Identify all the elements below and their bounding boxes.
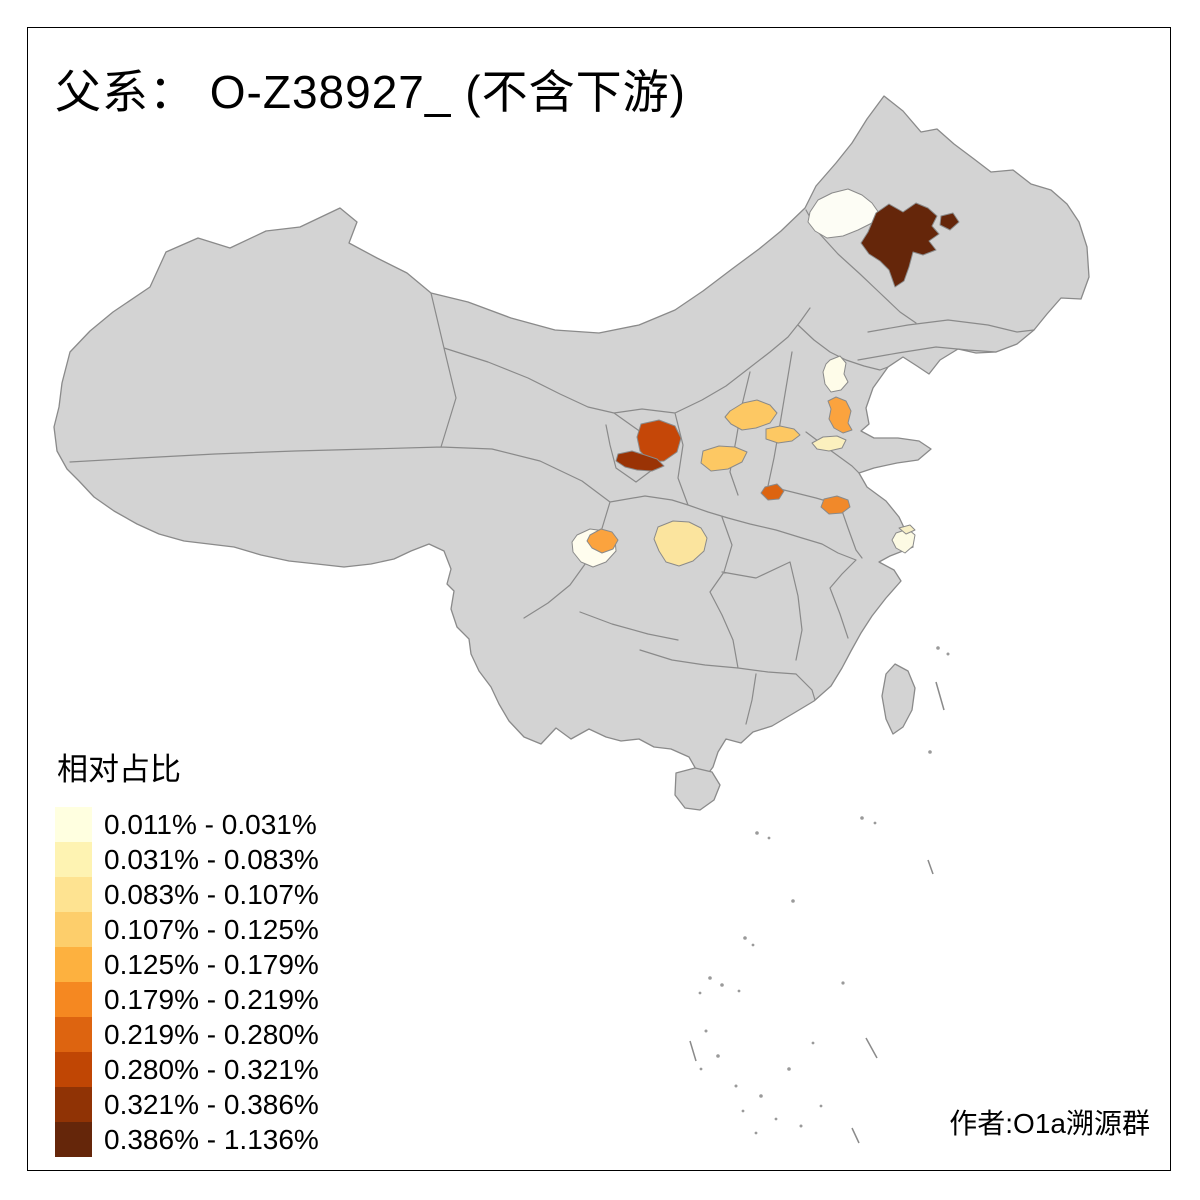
- legend-rows: 0.011% - 0.031% 0.031% - 0.083% 0.083% - 0…: [55, 807, 415, 1157]
- legend-label: 0.107% - 0.125%: [104, 913, 319, 945]
- legend-swatch-7: [55, 1052, 92, 1087]
- region-ningxia-north: [636, 419, 682, 463]
- legend-label: 0.386% - 1.136%: [104, 1123, 319, 1155]
- legend-row: 0.083% - 0.107%: [55, 877, 415, 912]
- province-borders: [69, 209, 1035, 725]
- province-border-lines: [69, 209, 1035, 725]
- region-jiangsu-south-2: [898, 524, 916, 535]
- region-ningxia-south: [615, 450, 665, 472]
- region-chengdu: [586, 528, 619, 554]
- legend-label: 0.321% - 0.386%: [104, 1088, 319, 1120]
- region-tianjin: [827, 396, 853, 434]
- legend: 相对占比 0.011% - 0.031% 0.031% - 0.083% 0.083…: [55, 744, 415, 1157]
- page-title: 父系： O-Z38927_ (不含下游): [55, 66, 686, 118]
- legend-swatch-3: [55, 912, 92, 947]
- legend-row: 0.125% - 0.179%: [55, 947, 415, 982]
- region-shanxi-east: [765, 425, 801, 444]
- legend-swatch-8: [55, 1087, 92, 1122]
- legend-label: 0.031% - 0.083%: [104, 843, 319, 875]
- legend-swatch-5: [55, 982, 92, 1017]
- region-heilongjiang-main: [860, 202, 940, 288]
- region-anhui-north: [820, 495, 851, 515]
- legend-row: 0.321% - 0.386%: [55, 1087, 415, 1122]
- legend-row: 0.280% - 0.321%: [55, 1052, 415, 1087]
- legend-label: 0.011% - 0.031%: [104, 808, 317, 840]
- sea-islets: [689, 646, 950, 1144]
- legend-swatch-2: [55, 877, 92, 912]
- legend-swatch-9: [55, 1122, 92, 1157]
- china-landmass: [53, 95, 1090, 811]
- legend-label: 0.179% - 0.219%: [104, 983, 319, 1015]
- legend-row: 0.031% - 0.083%: [55, 842, 415, 877]
- region-beijing: [822, 355, 849, 393]
- legend-row: 0.107% - 0.125%: [55, 912, 415, 947]
- region-nenjiang-west: [807, 188, 880, 239]
- region-sichuan-east: [653, 520, 708, 567]
- region-henan-west: [760, 483, 785, 501]
- legend-swatch-4: [55, 947, 92, 982]
- legend-row: 0.179% - 0.219%: [55, 982, 415, 1017]
- attribution: 作者:O1a溯源群: [949, 1108, 1150, 1139]
- legend-row: 0.219% - 0.280%: [55, 1017, 415, 1052]
- region-heilongjiang-city: [939, 212, 960, 231]
- legend-swatch-1: [55, 842, 92, 877]
- legend-label: 0.125% - 0.179%: [104, 948, 319, 980]
- legend-row: 0.386% - 1.136%: [55, 1122, 415, 1157]
- legend-title: 相对占比: [57, 752, 181, 787]
- legend-row: 0.011% - 0.031%: [55, 807, 415, 842]
- legend-swatch-6: [55, 1017, 92, 1052]
- taiwan-island: [881, 663, 916, 735]
- region-shandong-west: [811, 435, 847, 452]
- colored-regions: [571, 188, 960, 568]
- mainland-outline: [53, 95, 1090, 780]
- legend-label: 0.280% - 0.321%: [104, 1053, 319, 1085]
- region-shanxi-north: [724, 399, 778, 431]
- region-shanxi-southwest: [700, 445, 748, 472]
- legend-label: 0.083% - 0.107%: [104, 878, 319, 910]
- legend-swatch-0: [55, 807, 92, 842]
- legend-label: 0.219% - 0.280%: [104, 1018, 319, 1050]
- hainan-island: [674, 767, 721, 811]
